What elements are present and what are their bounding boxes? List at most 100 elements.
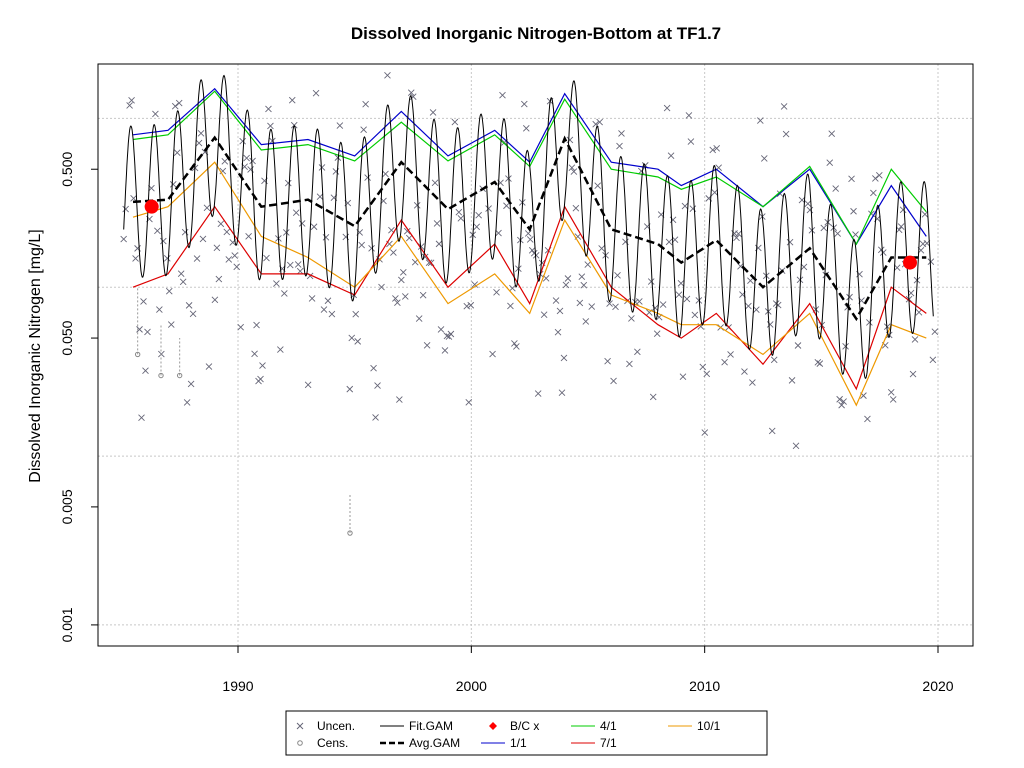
uncensored-point [489, 350, 496, 358]
uncensored-point [782, 130, 790, 138]
legend-label: Fit.GAM [409, 719, 453, 733]
uncensored-point [713, 144, 721, 152]
uncensored-point [816, 360, 824, 367]
uncensored-point [909, 370, 917, 378]
uncensored-point [753, 306, 760, 313]
uncensored-point [653, 330, 661, 337]
uncensored-point [570, 168, 578, 175]
uncensored-point [130, 194, 137, 202]
uncensored-point [683, 295, 691, 303]
y-tick-label: 0.050 [59, 320, 75, 355]
uncensored-point [792, 442, 800, 450]
legend-box [285, 710, 768, 756]
x-tick-label: 2020 [922, 678, 953, 694]
uncensored-point [267, 122, 274, 130]
uncensored-point [834, 230, 841, 237]
legend-label: Cens. [317, 736, 348, 750]
uncensored-point [695, 297, 703, 304]
y-tick-label: 0.005 [59, 489, 75, 524]
uncensored-point [296, 267, 304, 275]
uncensored-point [163, 254, 171, 262]
uncensored-point [612, 303, 619, 311]
uncensored-point [870, 189, 877, 197]
uncensored-point [405, 234, 413, 242]
uncensored-point [560, 354, 568, 362]
uncensored-point [669, 216, 677, 224]
series-line-avg-gam [132, 135, 927, 322]
uncensored-point [691, 311, 699, 319]
uncensored-point [193, 255, 201, 262]
uncensored-point [265, 105, 272, 113]
uncensored-point [177, 270, 185, 277]
uncensored-point [711, 189, 719, 196]
uncensored-point [435, 240, 443, 248]
uncensored-point [522, 125, 530, 132]
uncensored-point [167, 321, 175, 328]
uncensored-point [413, 202, 421, 209]
uncensored-point [840, 398, 847, 405]
uncensored-point [499, 91, 506, 99]
uncensored-point [374, 382, 381, 389]
uncensored-point [429, 109, 437, 116]
uncensored-point [566, 136, 574, 144]
uncensored-point [552, 297, 560, 304]
uncensored-point [554, 328, 562, 336]
uncensored-point [800, 263, 808, 271]
chart-title: Dissolved Inorganic Nitrogen-Bottom at T… [351, 24, 721, 43]
uncensored-point [709, 146, 717, 154]
uncensored-point [618, 130, 625, 137]
uncensored-point [415, 315, 423, 322]
uncensored-point [877, 246, 885, 254]
uncensored-point [304, 381, 312, 389]
uncensored-point [122, 205, 129, 213]
uncensored-point [286, 261, 294, 269]
uncensored-point [534, 390, 542, 397]
uncensored-point [280, 290, 288, 297]
uncensored-point [895, 226, 903, 234]
uncensored-point [328, 310, 336, 318]
uncensored-point [846, 293, 853, 301]
uncensored-point [465, 398, 473, 406]
uncensored-point [233, 263, 241, 271]
uncensored-point [493, 288, 500, 296]
uncensored-point [126, 102, 133, 109]
uncensored-point [249, 157, 256, 165]
legend-label: B/C x [510, 719, 539, 733]
uncensored-point [263, 254, 270, 262]
x-tick-label: 2000 [456, 678, 487, 694]
uncensored-point [457, 215, 465, 222]
uncensored-point [384, 71, 391, 79]
uncensored-point [596, 118, 603, 126]
uncensored-point [677, 279, 685, 287]
uncensored-point [277, 346, 284, 353]
uncensored-point [142, 367, 149, 375]
uncensored-point [310, 223, 318, 231]
uncensored-point [189, 310, 197, 318]
uncensored-point [298, 220, 306, 227]
bc-point [903, 255, 917, 270]
uncensored-point [681, 202, 689, 210]
uncensored-point [251, 350, 258, 358]
uncensored-point [509, 284, 516, 292]
uncensored-point [273, 280, 280, 287]
uncensored-point [348, 334, 356, 342]
uncensored-point [828, 130, 836, 138]
uncensored-point [562, 281, 570, 289]
uncensored-point [675, 291, 683, 299]
uncensored-point [770, 356, 778, 364]
uncensored-point [727, 351, 734, 358]
uncensored-point [806, 206, 814, 214]
uncensored-point [576, 299, 584, 307]
uncensored-point [239, 137, 246, 145]
uncensored-point [152, 110, 159, 118]
uncensored-point [354, 338, 362, 345]
uncensored-point [899, 206, 907, 214]
uncensored-point [610, 377, 617, 385]
uncensored-point [316, 193, 324, 200]
uncensored-point [138, 414, 145, 421]
uncensored-point [701, 429, 709, 436]
uncensored-point [580, 281, 588, 289]
uncensored-point [140, 298, 147, 305]
plot-border [97, 63, 974, 647]
